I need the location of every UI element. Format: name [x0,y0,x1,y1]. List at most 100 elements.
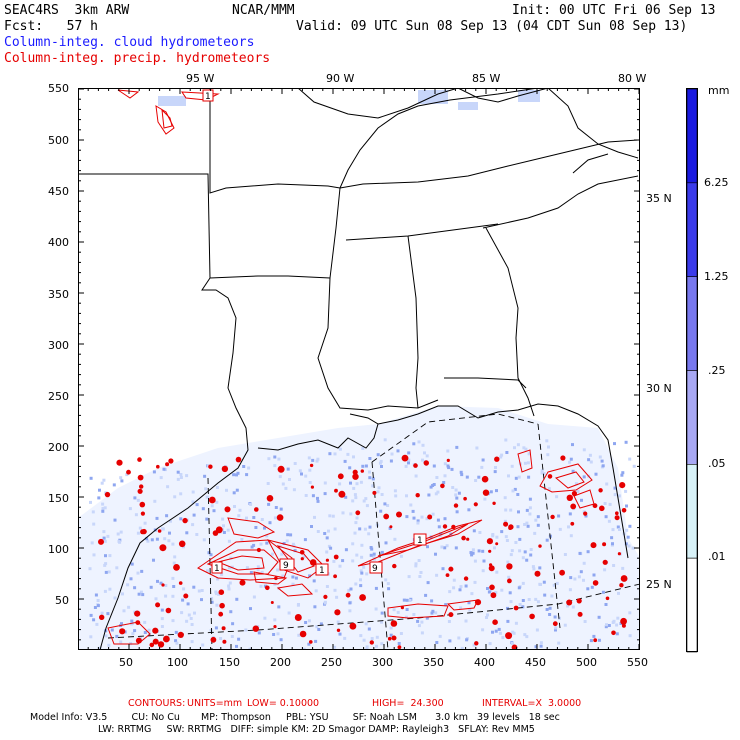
precip-cell [254,507,259,512]
cloud-speckle [245,566,249,570]
cloud-speckle [436,490,440,494]
cloud-speckle [507,575,511,579]
cloud-speckle [628,634,632,638]
cloud-speckle [468,608,472,612]
cloud-speckle [555,581,559,585]
precip-cell [99,614,105,620]
cloud-speckle [582,561,586,565]
cloud-speckle [349,587,353,591]
cloud-speckle [351,499,355,503]
cloud-speckle [548,613,552,616]
cloud-speckle [284,486,288,490]
cloud-speckle [101,507,105,510]
cloud-speckle [91,510,95,514]
cloud-speckle [491,630,494,634]
cloud-speckle [554,628,557,632]
cloud-speckle [488,642,492,646]
cloud-speckle [129,577,133,581]
cloud-speckle [273,464,277,468]
cloud-speckle [494,629,498,633]
cloud-patch [518,90,540,102]
cloud-speckle [112,483,116,487]
cloud-speckle [102,536,106,540]
cloud-speckle [348,466,352,470]
cloud-speckle [454,546,458,550]
precip-cell [276,514,284,521]
cloud-speckle [482,559,486,563]
precip-cell [165,462,170,467]
precip-cell [134,610,141,617]
cloud-speckle [104,554,107,558]
cloud-speckle [191,523,195,527]
cloud-speckle [174,630,178,634]
cloud-speckle [436,518,440,522]
cloud-speckle [431,484,435,487]
cloud-speckle [578,551,582,555]
cloud-speckle [430,599,434,603]
cloud-speckle [454,493,458,497]
cloud-speckle [116,532,120,536]
cloud-speckle [298,469,302,473]
precip-cell [266,495,274,502]
cloud-speckle [455,445,459,449]
cloud-speckle [325,550,329,554]
cloud-speckle [374,586,378,590]
colorbar-segment [686,276,698,371]
cloud-speckle [404,615,408,619]
cloud-speckle [127,605,131,609]
cloud-speckle [365,645,369,649]
cloud-speckle [333,452,337,456]
cloud-speckle [156,579,159,583]
precip-cell [448,566,454,572]
cloud-speckle [465,475,469,479]
cloud-speckle [500,453,504,457]
cloud-speckle [304,621,308,624]
cloud-speckle [95,622,99,626]
cloud-speckle [280,552,284,556]
cloud-speckle [432,483,436,486]
cloud-speckle [133,586,137,590]
cloud-speckle [231,622,235,626]
cloud-speckle [179,476,183,479]
cloud-speckle [545,439,549,443]
cloud-speckle [574,482,578,486]
cloud-speckle [619,622,623,625]
cloud-speckle [481,569,485,573]
cloud-speckle [417,559,421,562]
cloud-speckle [467,508,471,512]
cloud-speckle [628,457,632,461]
cloud-speckle [472,529,476,533]
cloud-speckle [430,611,434,615]
precip-cell [534,570,541,577]
model-info-line1: Model Info: V3.5 CU: No Cu MP: Thompson … [30,712,560,723]
cloud-speckle [291,542,295,546]
cloud-speckle [360,555,364,559]
cloud-speckle [434,552,437,556]
precip-cell [294,614,302,621]
cloud-speckle [139,590,143,594]
cloud-speckle [576,489,580,493]
precip-cell [208,496,216,504]
cloud-speckle [351,542,355,546]
cloud-speckle [165,514,169,518]
precip-cell [473,502,478,507]
cloud-speckle [447,620,451,623]
cloud-speckle [302,647,306,650]
cloud-speckle [498,631,502,635]
cloud-speckle [542,580,546,584]
cloud-speckle [477,549,481,553]
cloud-speckle [625,504,628,508]
cloud-speckle [452,578,456,582]
cloud-speckle [431,609,435,613]
precip-cell [270,601,274,604]
cloud-speckle [229,610,233,614]
cloud-speckle [115,634,119,638]
precip-cell [494,456,500,462]
cloud-speckle [240,538,244,541]
cloud-speckle [380,642,384,646]
cloud-speckle [582,578,585,582]
contour-note-high: HIGH= 24.300 [372,698,444,709]
cloud-speckle [365,504,369,508]
cloud-speckle [235,473,238,477]
cloud-speckle [450,467,454,471]
